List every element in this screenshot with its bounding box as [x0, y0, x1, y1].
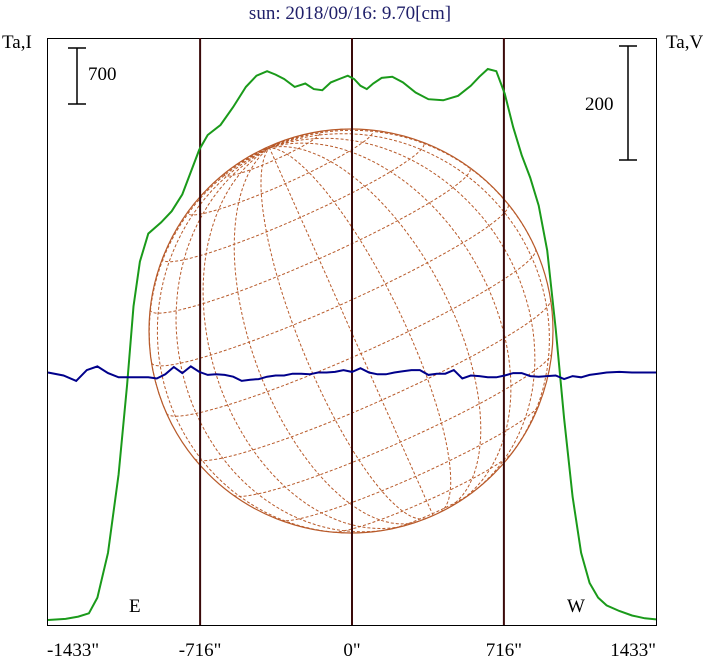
sun-longitude-line	[233, 147, 419, 525]
sun-longitude-line	[260, 147, 426, 520]
sun-longitude-line	[269, 143, 275, 149]
sun-latitude-line	[187, 129, 374, 216]
sun-longitude-line	[269, 138, 290, 149]
series-line-stokes-I	[47, 67, 657, 621]
sun-latitude-line	[162, 141, 425, 263]
sun-longitude-line	[202, 147, 406, 530]
x-tick-label: -1433"	[47, 640, 99, 661]
sun-longitude-line	[269, 142, 279, 149]
limb-label-east: E	[129, 596, 141, 617]
right-axis-label: Ta,V	[666, 32, 703, 53]
left-axis-label: Ta,I	[2, 32, 32, 53]
sun-longitude-line	[268, 146, 270, 149]
sun-longitude-line	[148, 147, 270, 414]
sun-longitude-line	[269, 147, 434, 516]
sun-latitude-line	[333, 452, 513, 533]
sun-longitude-line	[269, 147, 452, 513]
chart-title: sun: 2018/09/16: 9.70[cm]	[249, 3, 451, 24]
x-tick-label: -716"	[179, 640, 222, 661]
series-line-stokes-V	[47, 365, 656, 383]
x-tick-label: 0"	[343, 640, 360, 661]
scale-bar-V-label: 200	[585, 94, 614, 115]
sun-longitude-line	[269, 129, 536, 250]
limb-lines	[199, 38, 505, 625]
sun-longitude-line	[269, 133, 550, 462]
sun-longitude-line	[269, 142, 512, 502]
x-tick-labels: -1433" -716" 0" 716" 1433"	[47, 640, 656, 661]
sun-longitude-line	[269, 137, 536, 493]
x-tick-label: 1433"	[610, 640, 656, 661]
sun-longitude-line	[156, 147, 344, 534]
limb-label-west: W	[567, 596, 585, 617]
sun-latitude-line	[223, 131, 321, 177]
sun-latitude-line	[194, 300, 552, 462]
x-tick-label: 716"	[486, 640, 522, 661]
sun-latitude-line	[149, 167, 471, 314]
scale-bar-I-label: 700	[88, 64, 117, 85]
sun-disk-overlay	[148, 128, 554, 534]
scale-bar-V	[619, 45, 637, 161]
sun-longitude-line	[269, 146, 482, 509]
scale-bar-I	[68, 47, 86, 105]
